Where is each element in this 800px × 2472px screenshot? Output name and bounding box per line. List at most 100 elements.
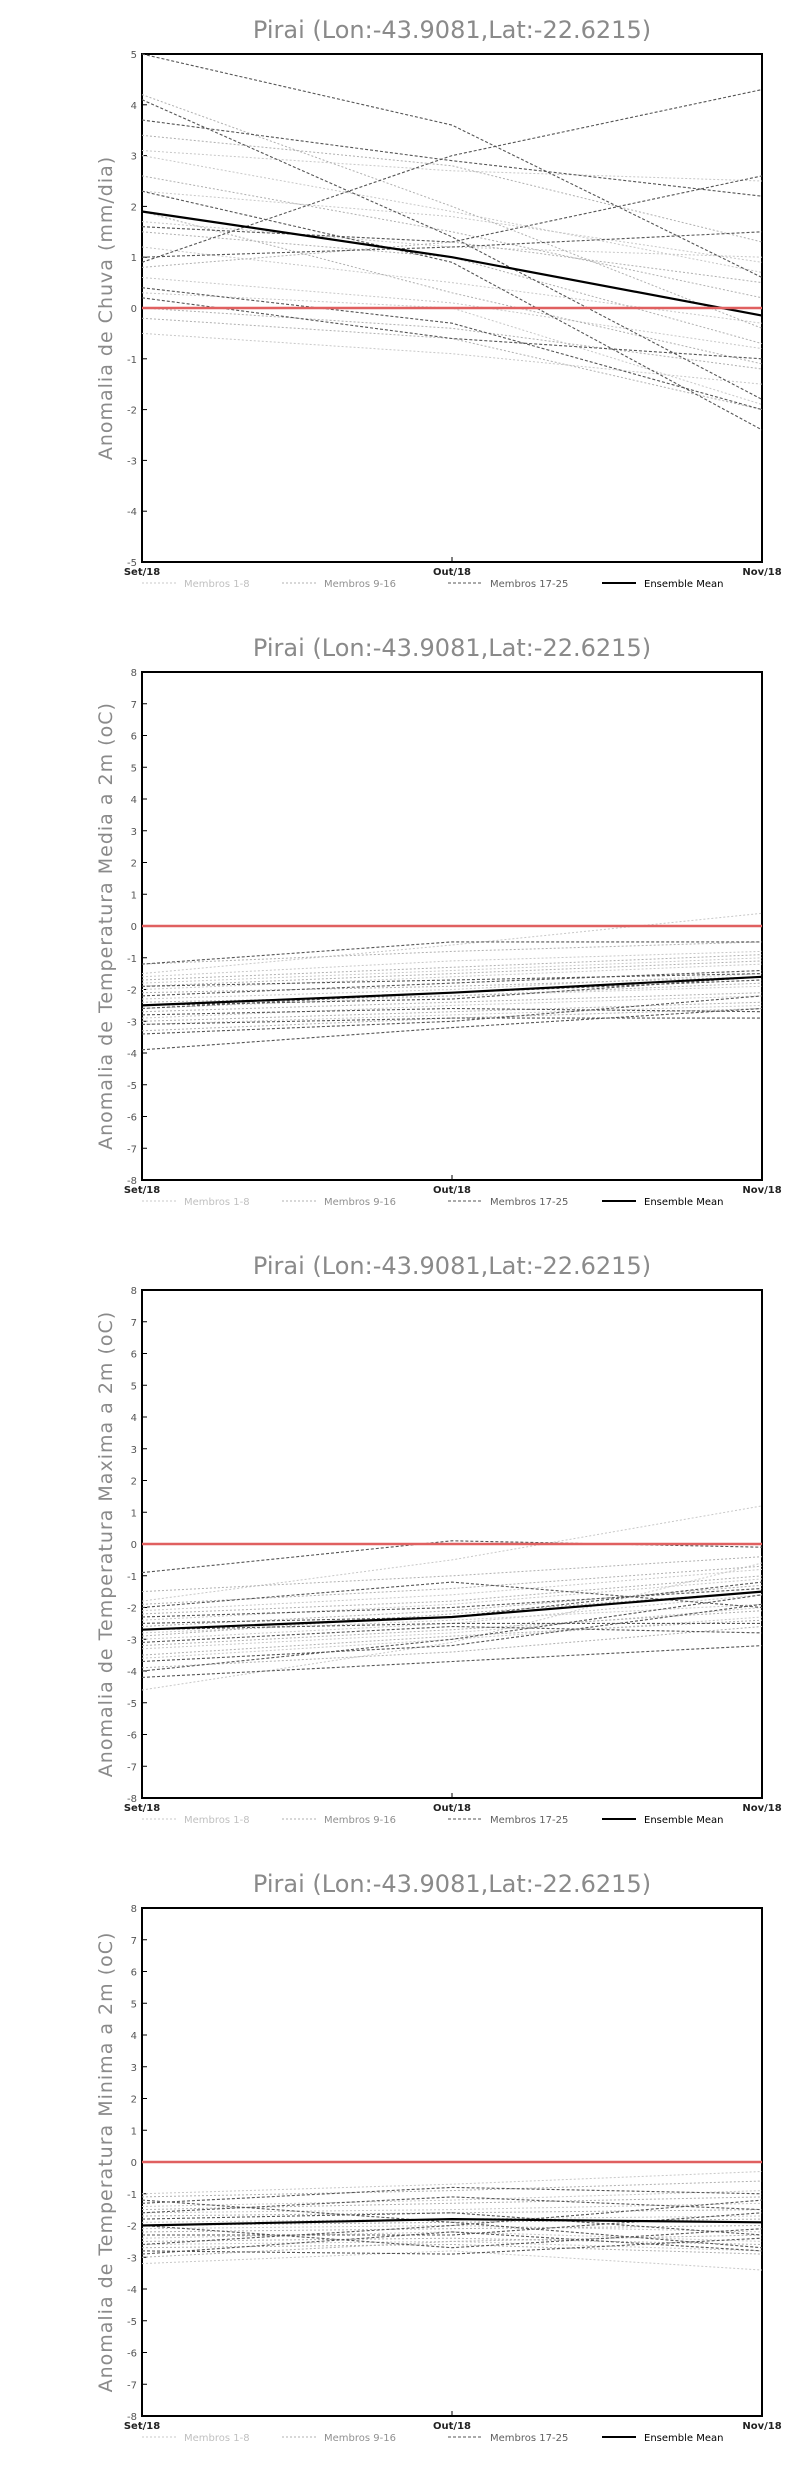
legend-label: Ensemble Mean (644, 1197, 723, 1208)
member-line-24 (141, 2196, 763, 2214)
y-tick-label: -7 (127, 1144, 137, 1155)
member-line-6 (141, 2190, 763, 2207)
y-tick-label: -6 (127, 1113, 137, 1124)
y-tick-label: -3 (127, 2253, 137, 2264)
member-line-20 (141, 190, 763, 431)
y-tick-label: 0 (131, 304, 137, 315)
y-tick-label: 1 (131, 1508, 137, 1519)
chart-svg: Pirai (Lon:-43.9081,Lat:-22.6215) Anomali… (95, 1252, 782, 1826)
chart-panel-2: Pirai (Lon:-43.9081,Lat:-22.6215) Anomali… (0, 618, 800, 1236)
y-tick-label: -1 (127, 355, 137, 366)
member-line-25 (141, 297, 763, 360)
y-tick-label: 3 (131, 2063, 137, 2074)
y-tick-label: -5 (127, 1699, 137, 1710)
legend-label: Membros 1-8 (184, 579, 250, 590)
member-line-25 (141, 2231, 763, 2255)
y-tick-label: -6 (127, 1731, 137, 1742)
member-line-25 (141, 1587, 763, 1618)
y-tick-label: -4 (127, 1667, 137, 1678)
member-line-13 (141, 2234, 763, 2258)
member-line-21 (141, 175, 763, 243)
ensemble-mean-line (141, 210, 763, 317)
x-tick-label: Nov/18 (742, 2421, 781, 2432)
y-tick-label: 2 (131, 859, 137, 870)
y-tick-label: 4 (131, 2031, 137, 2042)
member-line-21 (141, 2199, 763, 2249)
member-line-4 (141, 277, 763, 350)
member-line-23 (141, 2224, 763, 2249)
y-tick-label: 3 (131, 1445, 137, 1456)
member-line-24 (141, 1594, 763, 1672)
y-tick-label: -3 (127, 456, 137, 467)
member-line-16 (141, 1565, 763, 1605)
legend-label: Membros 9-16 (324, 2433, 396, 2444)
member-line-17 (141, 1540, 763, 1574)
member-line-20 (141, 1017, 762, 1025)
y-tick-label: 2 (131, 202, 137, 213)
y-axis-label: Anomalia de Temperatura Maxima a 2m (oC) (95, 1311, 117, 1777)
member-line-3 (141, 985, 763, 1009)
x-tick-label: Out/18 (433, 1185, 471, 1196)
y-tick-label: 7 (131, 1936, 137, 1947)
y-tick-label: 4 (131, 795, 137, 806)
x-tick-label: Out/18 (433, 1803, 471, 1814)
y-tick-label: 5 (131, 1999, 137, 2010)
member-line-15 (141, 134, 763, 243)
y-tick-label: -2 (127, 986, 137, 997)
x-tick-label: Nov/18 (742, 567, 781, 578)
member-line-18 (141, 2237, 763, 2255)
member-line-8 (141, 950, 763, 978)
y-tick-label: 1 (131, 2126, 137, 2137)
y-tick-label: 0 (131, 1540, 137, 1551)
y-tick-label: 1 (131, 890, 137, 901)
y-tick-label: 6 (131, 1350, 137, 1361)
member-line-3 (141, 246, 763, 324)
legend-label: Ensemble Mean (644, 2433, 723, 2444)
ensemble-mean-line (141, 1590, 763, 1631)
x-tick-label: Out/18 (433, 567, 471, 578)
y-tick-label: 8 (131, 1904, 137, 1915)
member-line-23 (141, 287, 763, 411)
y-tick-label: -8 (127, 1176, 137, 1187)
legend-label: Membros 17-25 (490, 1815, 568, 1826)
member-line-1 (141, 150, 763, 182)
y-tick-label: 0 (131, 922, 137, 933)
y-tick-label: -2 (127, 2222, 137, 2233)
y-tick-label: 5 (131, 1381, 137, 1392)
chart-title: Pirai (Lon:-43.9081,Lat:-22.6215) (253, 1870, 651, 1898)
y-tick-label: -1 (127, 2190, 137, 2201)
y-tick-label: 7 (131, 1318, 137, 1329)
member-line-9 (141, 1556, 763, 1593)
y-tick-label: -5 (127, 2317, 137, 2328)
member-line-11 (141, 211, 763, 365)
x-tick-label: Out/18 (433, 2421, 471, 2432)
member-line-15 (141, 1619, 763, 1656)
y-tick-label: 6 (131, 732, 137, 743)
y-axis-label: Anomalia de Chuva (mm/dia) (95, 156, 117, 460)
chart-title: Pirai (Lon:-43.9081,Lat:-22.6215) (253, 1252, 651, 1280)
legend-label: Membros 9-16 (324, 579, 396, 590)
x-tick-label: Set/18 (124, 1185, 160, 1196)
y-tick-label: 2 (131, 1477, 137, 1488)
legend-label: Ensemble Mean (644, 1815, 723, 1826)
ensemble-mean-line (141, 2217, 763, 2227)
member-line-2 (141, 190, 763, 263)
y-tick-label: 2 (131, 2095, 137, 2106)
y-tick-label: 4 (131, 1413, 137, 1424)
member-line-8 (141, 1607, 763, 1650)
member-line-9 (141, 2180, 763, 2198)
legend-label: Membros 9-16 (324, 1815, 396, 1826)
legend-label: Membros 1-8 (184, 1197, 250, 1208)
member-line-14 (141, 231, 763, 345)
y-tick-label: -1 (127, 954, 137, 965)
chart-title: Pirai (Lon:-43.9081,Lat:-22.6215) (253, 16, 651, 44)
member-line-7 (141, 221, 763, 258)
chart-svg: Pirai (Lon:-43.9081,Lat:-22.6215) Anomali… (95, 1870, 782, 2444)
member-line-24 (141, 231, 763, 258)
y-tick-label: -2 (127, 406, 137, 417)
member-line-17 (141, 1007, 763, 1051)
y-tick-label: 8 (131, 1286, 137, 1297)
member-line-9 (141, 94, 763, 329)
chart-title: Pirai (Lon:-43.9081,Lat:-22.6215) (253, 634, 651, 662)
